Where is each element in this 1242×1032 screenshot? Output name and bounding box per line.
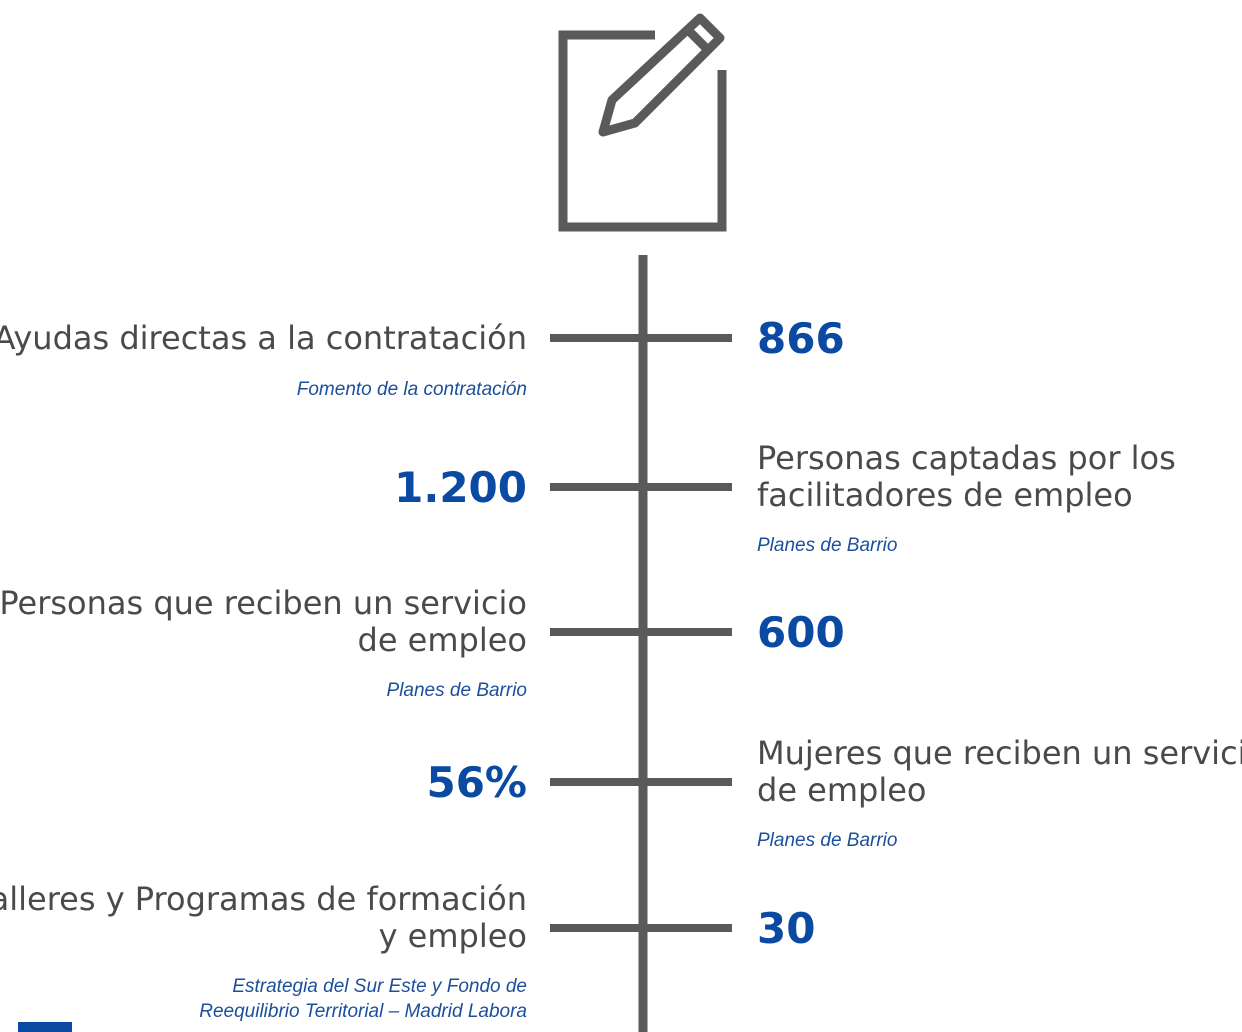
item-source: Planes de Barrio <box>387 680 527 701</box>
item-value: 600 <box>757 608 845 657</box>
item-source: Planes de Barrio <box>757 535 897 556</box>
item-label: y empleo <box>379 917 527 955</box>
item-label: Mujeres que reciben un servicio <box>757 734 1242 772</box>
edit-icon <box>558 13 727 232</box>
item-value: 1.200 <box>394 463 527 512</box>
item-value: 56% <box>426 758 527 807</box>
item-value: 30 <box>757 904 815 953</box>
item-label: Personas captadas por los <box>757 439 1176 477</box>
item-source: Reequilibrio Territorial – Madrid Labora <box>199 1001 527 1022</box>
item-label: Personas que reciben un servicio <box>0 584 527 622</box>
item-source: Planes de Barrio <box>757 830 897 851</box>
item-source: Estrategia del Sur Este y Fondo de <box>232 976 527 997</box>
item-label: facilitadores de empleo <box>757 476 1133 514</box>
item-label: de empleo <box>757 771 927 809</box>
corner-block <box>18 1022 72 1032</box>
item-label: Ayudas directas a la contratación <box>0 319 527 357</box>
item-source: Fomento de la contratación <box>297 379 527 400</box>
item-label: de empleo <box>358 621 528 659</box>
item-label: Talleres y Programas de formación <box>0 880 527 918</box>
item-value: 866 <box>757 314 845 363</box>
